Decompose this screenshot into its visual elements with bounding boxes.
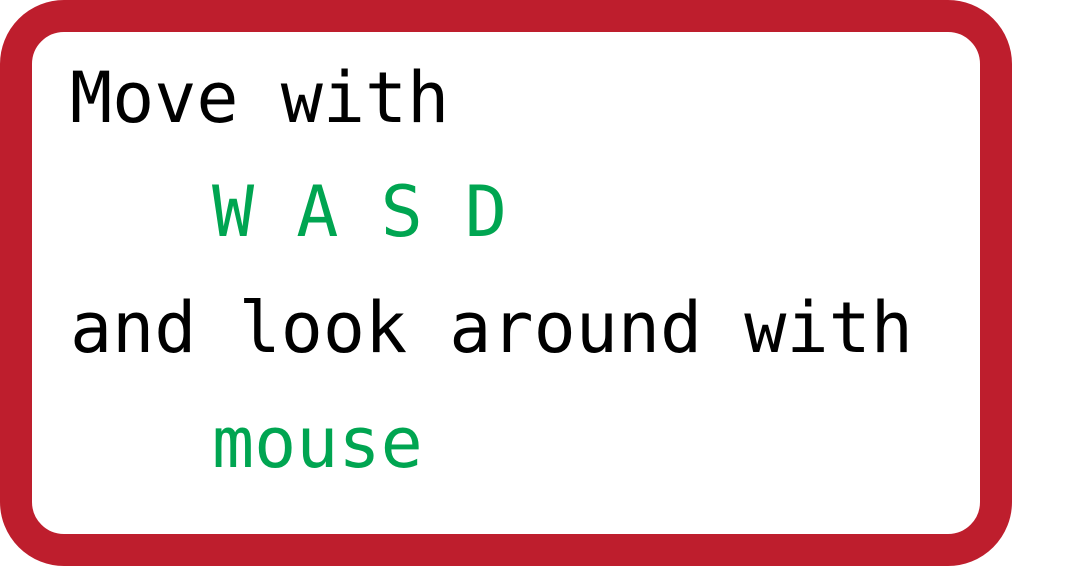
look-instruction-text: and look around with xyxy=(70,287,913,369)
wasd-keys-label: W A S D xyxy=(212,171,508,253)
move-instruction-text: Move with xyxy=(70,57,450,139)
controls-panel: Move with W A S D and look around with m… xyxy=(0,0,1012,566)
mouse-label: mouse xyxy=(212,402,423,484)
